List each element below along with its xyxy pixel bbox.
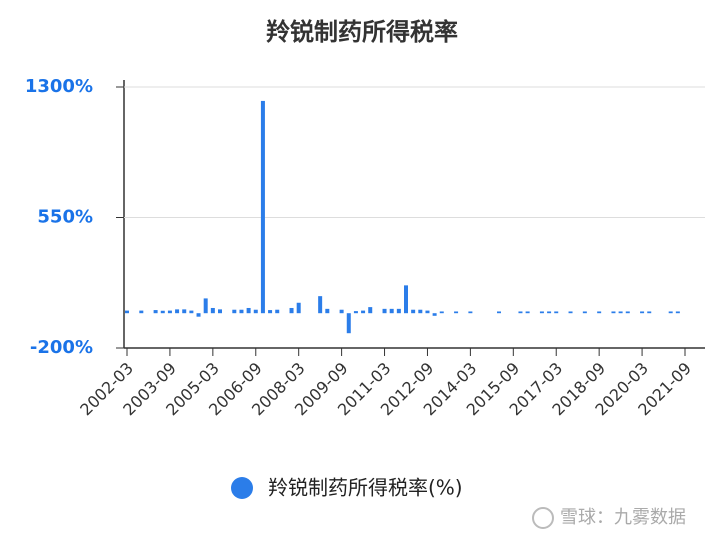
bar [439,311,444,314]
y-tick-label: 1300% [25,76,93,97]
legend-marker [231,477,253,499]
bar [182,309,187,314]
bar [625,311,630,314]
bar [318,296,323,314]
bar [353,311,358,314]
bar [232,309,237,314]
bar [640,311,645,314]
bar [668,311,673,314]
bar [253,309,258,314]
bar [139,310,144,314]
watermark: 雪球：九雾数据 [560,507,686,528]
bar [454,311,459,314]
bar [167,310,172,314]
legend-label: 羚锐制药所得税率(%) [268,476,463,500]
bar [418,309,423,314]
bar [432,313,437,316]
bar [547,311,552,314]
bar [260,100,265,314]
bar [189,310,194,314]
y-tick-label: 550% [37,207,93,228]
bar [647,311,652,314]
bar [382,308,387,314]
bar [339,309,344,314]
bar [125,310,129,314]
bar [210,307,215,314]
bar [539,311,544,314]
bar [468,311,473,314]
bar [361,310,366,314]
bar [346,313,351,334]
bar [568,311,573,314]
bar [275,309,280,314]
bar [404,285,408,314]
bar [618,311,623,314]
bar [582,311,587,314]
watermark-icon [532,507,554,529]
bar [611,311,616,314]
bar [396,308,401,314]
bar [160,310,165,314]
bar [368,307,373,314]
bar [554,311,559,314]
bar [411,309,416,314]
bar [525,311,530,314]
bar [218,309,222,314]
bar [597,311,602,314]
bar [246,307,251,314]
bar [268,310,273,314]
chart-title: 羚锐制药所得税率 [266,18,458,46]
y-tick-label: -200% [30,337,93,358]
bar [175,309,180,314]
bar [153,310,158,314]
bar [497,311,501,314]
bar [425,310,430,314]
bar [675,311,680,314]
bar [289,307,294,314]
bar [196,313,201,317]
bar [296,302,301,314]
bar [389,308,394,314]
bar [203,298,208,314]
bar [518,311,523,314]
bar [325,308,330,314]
bar [239,309,244,314]
